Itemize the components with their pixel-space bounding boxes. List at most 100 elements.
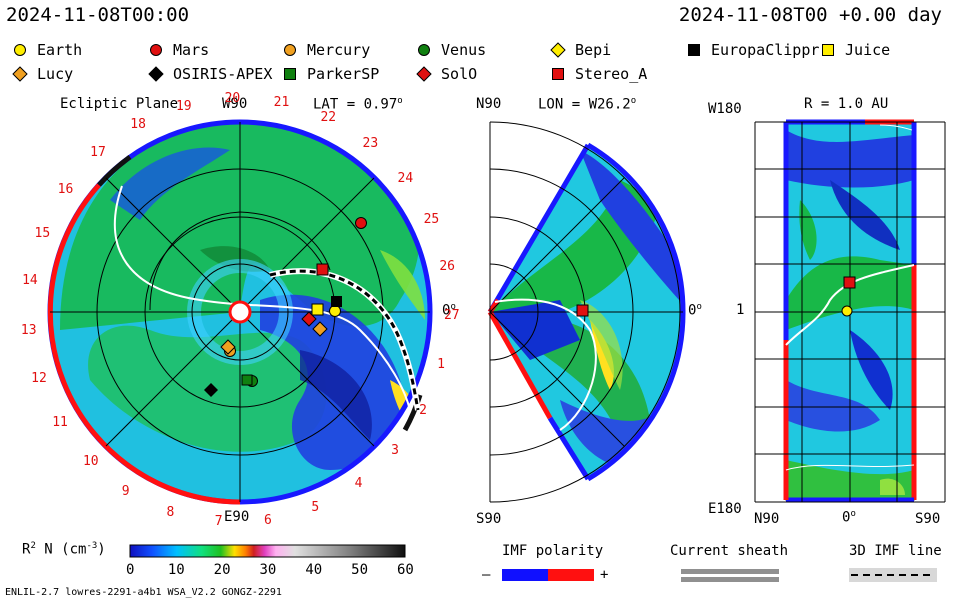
- carrington-tick: 8: [166, 504, 175, 520]
- juice-marker: [311, 303, 324, 316]
- legend-label: Earth: [28, 41, 83, 59]
- legend-item: Mars: [148, 41, 209, 59]
- circle-icon: [284, 44, 296, 56]
- carrington-tick: 25: [423, 212, 440, 228]
- carrington-tick: 4: [354, 475, 363, 491]
- legend-item: Juice: [820, 41, 890, 59]
- bepi-marker: [220, 339, 236, 355]
- carrington-tick: 27: [443, 307, 460, 323]
- legend-item: OSIRIS-APEX: [148, 65, 272, 83]
- legend-label: Venus: [432, 41, 487, 59]
- square-icon: [284, 68, 296, 80]
- mars-marker: [355, 217, 367, 229]
- diamond-icon: [550, 42, 566, 58]
- ecliptic-panel: [47, 119, 433, 505]
- legend-label: OSIRIS-APEX: [164, 65, 273, 83]
- europaclipper-marker: [331, 296, 342, 307]
- imf-polarity-label: IMF polarity: [502, 543, 604, 559]
- carrington-tick: 17: [90, 145, 106, 161]
- parkersp-marker: [241, 374, 253, 386]
- stereo-a-latlon-marker: [843, 276, 856, 289]
- carrington-tick: 13: [20, 322, 37, 338]
- stereo-a-meridional-marker: [576, 304, 589, 317]
- carrington-tick: 10: [82, 453, 99, 469]
- n90-label: N90: [476, 96, 502, 112]
- carrington-tick: 9: [121, 484, 130, 500]
- imf-minus-label: –: [482, 567, 491, 583]
- osiris-apex-marker: [204, 383, 218, 397]
- carrington-tick: 22: [320, 110, 337, 126]
- colorbar-label: R2 N (cm-3): [22, 541, 106, 558]
- latlon-one-label: 1: [736, 302, 745, 318]
- legend-item: Earth: [12, 41, 82, 59]
- carrington-tick: 5: [311, 499, 320, 515]
- legend-item: Lucy: [12, 65, 73, 83]
- legend-item: EuropaClippr: [686, 41, 819, 59]
- carrington-tick: 11: [52, 415, 68, 431]
- circle-icon: [14, 44, 26, 56]
- carrington-tick: 21: [273, 95, 290, 111]
- ecliptic-title: Ecliptic Plane: [60, 96, 179, 112]
- date-left: 2024-11-08T00:00: [6, 4, 190, 26]
- imf-line-label: 3D IMF line: [849, 543, 942, 559]
- colorbar-tick: 20: [213, 562, 231, 578]
- carrington-tick: 7: [214, 514, 223, 530]
- legend-label: ParkerSP: [298, 65, 380, 83]
- carrington-tick: 1: [437, 356, 445, 372]
- colorbar-tick: 60: [397, 562, 414, 578]
- circle-icon: [418, 44, 430, 56]
- latlon-panel: [754, 119, 946, 503]
- carrington-tick: 19: [175, 98, 192, 114]
- carrington-tick: 12: [31, 370, 47, 386]
- lucy-marker: [312, 321, 328, 337]
- e90-label: E90: [224, 509, 250, 525]
- carrington-tick: 16: [57, 182, 74, 198]
- legend-label: Mercury: [298, 41, 371, 59]
- legend-label: EuropaClippr: [702, 41, 820, 59]
- colorbar-tick: 40: [305, 562, 323, 578]
- diamond-icon: [416, 66, 432, 82]
- square-icon: [822, 44, 834, 56]
- imf-positive-swatch: [548, 569, 594, 581]
- legend-label: Bepi: [566, 41, 612, 59]
- w90-label: W90: [222, 96, 248, 112]
- colorbar-tick: 10: [167, 562, 185, 578]
- legend-item: Mercury: [282, 41, 370, 59]
- colorbar-tick: 0: [126, 562, 135, 578]
- model-footer: ENLIL-2.7 lowres-2291-a4b1 WSA_V2.2 GONG…: [5, 587, 282, 598]
- e180-label: E180: [708, 501, 742, 517]
- circle-icon: [150, 44, 162, 56]
- legend-label: Juice: [836, 41, 891, 59]
- legend-item: Venus: [416, 41, 486, 59]
- meridional-panel: [487, 121, 686, 503]
- solo-marker: [301, 311, 317, 327]
- carrington-tick: 2: [419, 402, 427, 418]
- carrington-tick: 3: [391, 443, 399, 458]
- meridional-zero-label: 0o: [688, 302, 702, 319]
- carrington-tick: 15: [34, 225, 51, 241]
- current-sheath-label: Current sheath: [670, 543, 789, 559]
- date-right: 2024-11-08T00 +0.00 day: [678, 4, 942, 26]
- carrington-tick: 23: [362, 135, 379, 151]
- legend-label: SolO: [432, 65, 478, 83]
- ecliptic-zero-label: 0o: [442, 302, 456, 319]
- legend-label: Stereo_A: [566, 65, 648, 83]
- carrington-tick: 6: [263, 512, 272, 528]
- imf-plus-label: +: [600, 567, 609, 583]
- legend-item: Bepi: [550, 41, 611, 59]
- w180-label: W180: [708, 101, 742, 117]
- diamond-icon: [148, 66, 164, 82]
- legend-label: Mars: [164, 41, 210, 59]
- latlon-zero-label: 0o: [842, 509, 856, 526]
- earth-latlon-marker: [841, 305, 853, 317]
- colorbar-tick: 50: [351, 562, 369, 578]
- carrington-tick: 20: [224, 91, 241, 107]
- latlon-s90-label: S90: [915, 511, 941, 527]
- colorbar-tick: 30: [259, 562, 277, 578]
- carrington-tick: 26: [439, 258, 456, 274]
- square-icon: [688, 44, 700, 56]
- imf-negative-swatch: [502, 569, 548, 581]
- lat-label: LAT = 0.97o: [313, 96, 403, 113]
